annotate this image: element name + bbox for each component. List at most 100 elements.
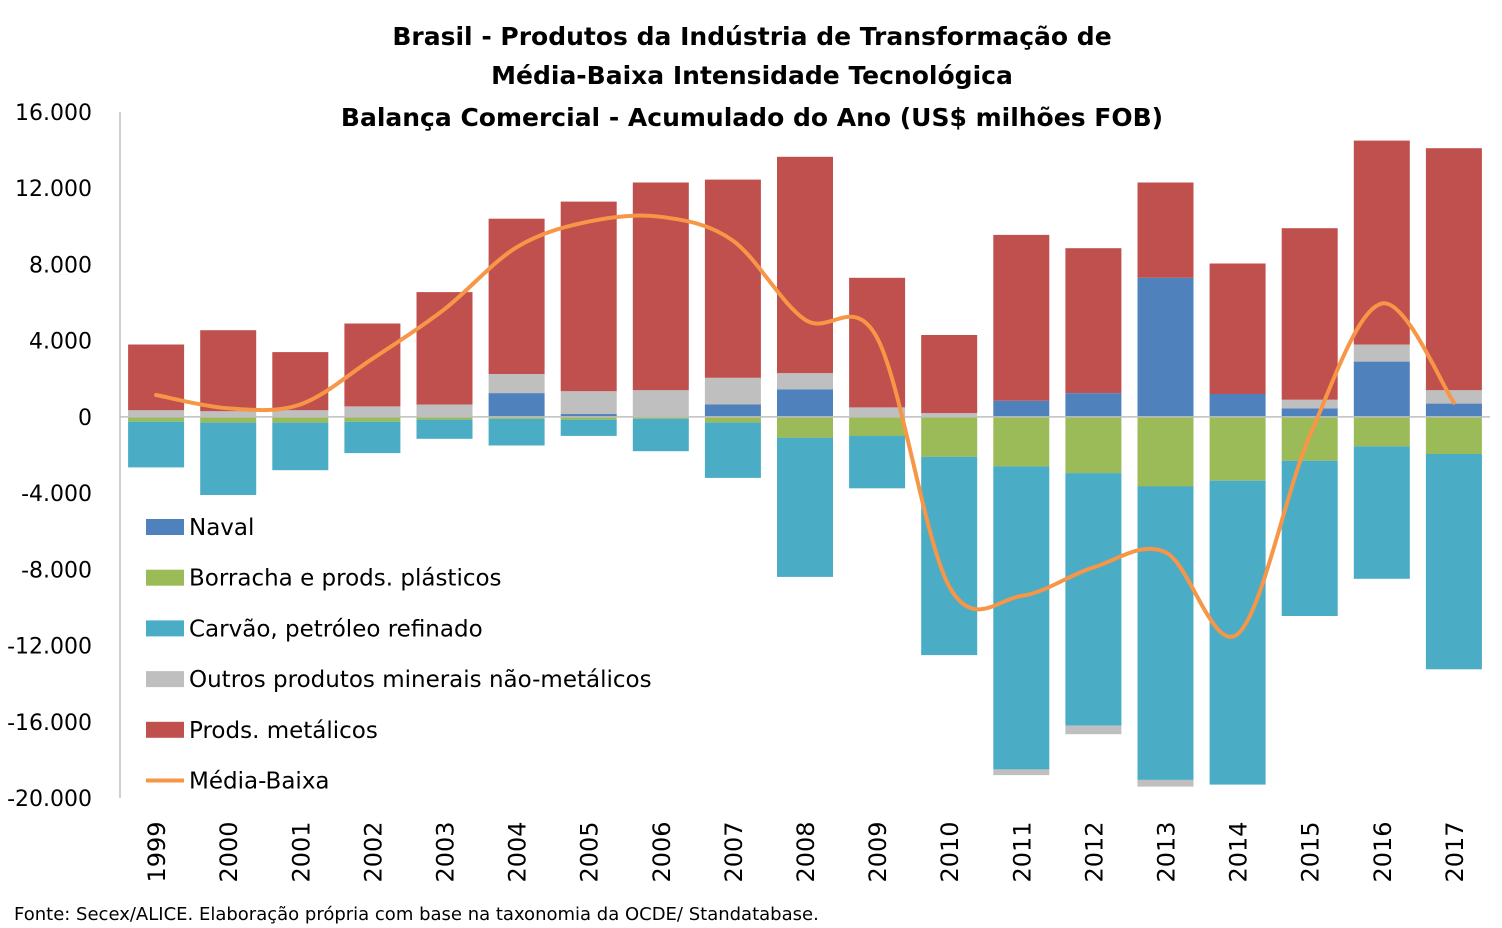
bar-segment xyxy=(632,416,689,419)
bar-segment xyxy=(560,419,617,436)
chart-title-line-1: Brasil - Produtos da Indústria de Transf… xyxy=(392,22,1111,51)
bar-segment xyxy=(560,201,617,392)
legend-swatch xyxy=(146,519,184,535)
bar-segment xyxy=(1425,403,1482,417)
bar-segment xyxy=(272,416,329,423)
x-tick-label: 2012 xyxy=(1080,821,1108,882)
x-tick-label: 2009 xyxy=(864,821,892,882)
bar-segment xyxy=(1209,394,1266,417)
bar-segment xyxy=(344,323,401,407)
bar-segment xyxy=(272,410,329,417)
bar-segment xyxy=(272,352,329,411)
bar-segment xyxy=(128,410,185,417)
x-tick-label: 2004 xyxy=(504,821,532,882)
bar-segment xyxy=(1281,228,1338,400)
legend: Naval Borracha e prods. plásticos Carvão, … xyxy=(146,515,652,795)
y-tick-label: 12.000 xyxy=(15,177,92,202)
bar-segment xyxy=(200,416,257,423)
legend-label: Carvão, petróleo refinado xyxy=(189,616,483,642)
legend-label: Naval xyxy=(189,515,254,541)
bar-segment xyxy=(488,218,545,374)
bar-segment xyxy=(1137,416,1194,487)
legend-swatch xyxy=(146,569,184,586)
bar-segment xyxy=(1353,446,1410,579)
bar-segment xyxy=(1353,361,1410,417)
bar-segment xyxy=(416,416,473,420)
bar-segment xyxy=(560,414,617,417)
legend-swatch xyxy=(146,721,184,738)
legend-label: Média-Baixa xyxy=(189,769,330,795)
y-tick-label: -20.000 xyxy=(7,787,92,812)
x-tick-label: 1999 xyxy=(143,821,171,882)
bar-segment xyxy=(1281,460,1338,616)
bar-segment xyxy=(416,404,473,417)
bar-segment xyxy=(777,416,833,438)
bar-segment xyxy=(488,393,545,417)
x-axis: 1999 2000 2001 2002 2003 2004 2005 2006 2007 2008… xyxy=(120,416,1490,883)
chart-title: Brasil - Produtos da Indústria de Transf… xyxy=(341,22,1163,132)
y-tick-label: -4.000 xyxy=(21,482,92,507)
y-axis: 16.000 12.000 8.000 4.000 0 -4.000 -8.000 -12.0… xyxy=(7,101,121,812)
bar-segment xyxy=(993,416,1050,467)
x-tick-label: 2015 xyxy=(1297,821,1325,882)
bar-segment xyxy=(488,416,545,419)
bar-segment xyxy=(416,419,473,439)
bar-segment xyxy=(632,390,689,417)
x-tick-label: 2016 xyxy=(1369,821,1397,882)
bar-segment xyxy=(560,391,617,415)
bar-segment xyxy=(849,407,906,417)
x-tick-label: 2002 xyxy=(359,821,387,882)
bar-segment xyxy=(777,437,833,577)
bar-segment xyxy=(1353,416,1410,447)
bar-segment xyxy=(704,416,761,423)
bar-segment xyxy=(128,421,185,468)
bar-segment xyxy=(488,418,545,446)
bar-segment xyxy=(993,234,1050,401)
bar-segment xyxy=(993,769,1050,776)
line-series-layer xyxy=(154,213,1456,639)
x-tick-label: 2011 xyxy=(1008,821,1036,882)
bar-segment xyxy=(1353,344,1410,362)
bar-segment xyxy=(344,406,401,417)
bar-segment xyxy=(488,374,545,394)
legend-swatch xyxy=(146,620,184,637)
bar-segment xyxy=(128,416,185,422)
x-tick-label: 2013 xyxy=(1153,821,1181,882)
bar-segment xyxy=(1209,263,1266,394)
bar-segment xyxy=(200,330,257,412)
bar-segment xyxy=(1137,277,1194,417)
bar-segment xyxy=(777,389,833,417)
bar-segment xyxy=(849,416,906,436)
bar-segment xyxy=(704,404,761,417)
legend-swatch xyxy=(146,671,184,688)
bar-segment xyxy=(1281,408,1338,417)
bar-segment xyxy=(1065,473,1122,726)
y-tick-label: -12.000 xyxy=(7,635,92,660)
bar-segment xyxy=(1209,416,1266,481)
x-tick-label: 2006 xyxy=(648,821,676,882)
bar-segment xyxy=(1065,725,1122,735)
bar-segment xyxy=(344,421,401,454)
bar-segment xyxy=(1065,248,1122,393)
y-tick-label: -8.000 xyxy=(21,558,92,583)
bar-segment xyxy=(632,418,689,452)
bar-segment xyxy=(1065,416,1122,474)
bar-segment xyxy=(704,377,761,405)
chart-title-line-3: Balança Comercial - Acumulado do Ano (US… xyxy=(341,103,1163,132)
bar-segment xyxy=(200,411,257,417)
bar-segment xyxy=(1137,486,1194,780)
bar-segment xyxy=(560,416,617,420)
x-tick-label: 2001 xyxy=(287,821,315,882)
bar-segment xyxy=(1425,416,1482,455)
bar-segment xyxy=(849,435,906,489)
bar-segment xyxy=(993,466,1050,770)
legend-label: Outros produtos minerais não-metálicos xyxy=(189,667,652,693)
x-tick-label: 2000 xyxy=(215,821,243,882)
bar-segment xyxy=(1137,182,1194,278)
bar-segment xyxy=(1281,399,1338,409)
y-tick-label: 16.000 xyxy=(15,101,92,126)
bar-segment xyxy=(1065,393,1122,417)
chart-title-line-2: Média-Baixa Intensidade Tecnológica xyxy=(491,61,1013,90)
x-tick-label: 2014 xyxy=(1225,821,1253,882)
